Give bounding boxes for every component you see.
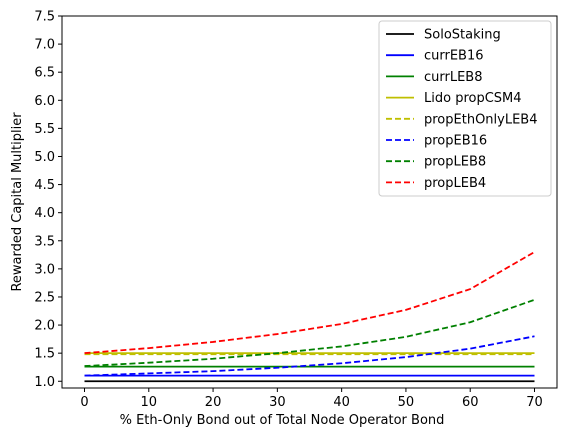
x-axis-label: % Eth-Only Bond out of Total Node Operat… (120, 413, 445, 428)
legend-label-1: currEB16 (424, 49, 484, 64)
y-tick-label: 1.0 (34, 375, 55, 390)
legend-frame (378, 20, 552, 197)
x-tick-label: 20 (205, 395, 222, 410)
y-axis: 1.0 1.5 2.0 2.5 3.0 3.5 4.0 4.5 5.0 5.5 6.0 6.5 7.0 7… (34, 10, 62, 390)
series-line-6 (84, 298, 535, 367)
y-tick-label: 3.5 (34, 234, 55, 249)
x-axis: 0 10 20 30 40 50 60 70 (80, 388, 543, 410)
y-tick-label: 6.0 (34, 94, 55, 109)
legend-label-0: SoloStaking (424, 28, 501, 43)
x-tick-label: 60 (462, 395, 479, 410)
legend-label-7: propLEB4 (424, 176, 486, 191)
series-line-7 (84, 251, 535, 355)
x-tick-label: 10 (141, 395, 158, 410)
series-line-5 (84, 335, 535, 377)
y-tick-label: 5.5 (34, 122, 55, 137)
legend: SoloStaking currEB16 currLEB8 Lido propCSM4… (378, 20, 552, 197)
x-tick-label: 0 (80, 395, 88, 410)
y-tick-label: 2.0 (34, 319, 55, 334)
y-tick-label: 5.0 (34, 150, 55, 165)
series-layer (84, 251, 535, 383)
legend-label-6: propLEB8 (424, 155, 486, 170)
y-tick-label: 7.5 (34, 10, 55, 25)
x-tick-label: 30 (269, 395, 286, 410)
legend-label-2: currLEB8 (424, 70, 483, 85)
x-tick-label: 50 (398, 395, 415, 410)
legend-label-4: propEthOnlyLEB4 (424, 112, 538, 127)
y-tick-label: 4.5 (34, 178, 55, 193)
plot-frame (61, 15, 558, 389)
y-tick-label: 4.0 (34, 206, 55, 221)
legend-label-3: Lido propCSM4 (424, 91, 522, 106)
y-tick-label: 3.0 (34, 262, 55, 277)
y-tick-label: 2.5 (34, 290, 55, 305)
y-tick-label: 1.5 (34, 347, 55, 362)
y-tick-label: 6.5 (34, 66, 55, 81)
x-tick-label: 40 (333, 395, 350, 410)
y-tick-label: 7.0 (34, 38, 55, 53)
legend-label-5: propEB16 (424, 134, 487, 149)
y-axis-label: Rewarded Capital Multiplier (10, 112, 25, 292)
x-tick-label: 70 (526, 395, 543, 410)
